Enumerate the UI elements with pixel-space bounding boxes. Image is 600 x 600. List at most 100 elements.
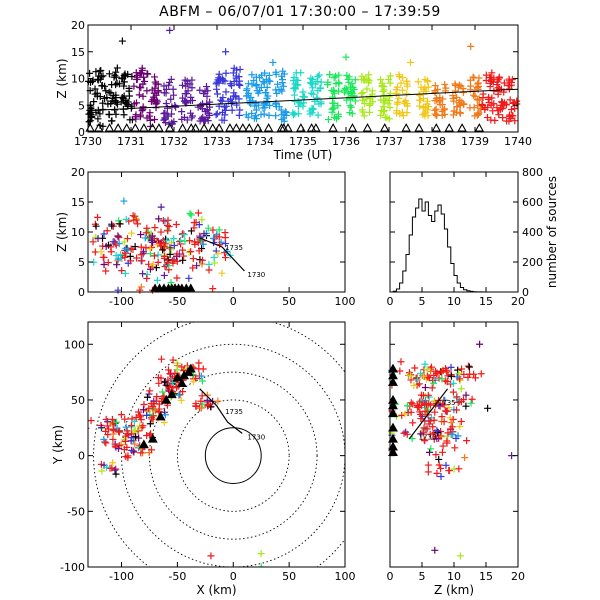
source-point (454, 366, 462, 374)
y-tick-label: 15 (71, 46, 85, 59)
x-tick-label: 100 (335, 570, 356, 583)
source-point (441, 396, 449, 404)
source-point (433, 435, 441, 443)
source-point (297, 69, 305, 77)
source-point (170, 256, 178, 264)
source-point (120, 71, 128, 79)
source-point (412, 374, 420, 382)
source-point (160, 378, 168, 386)
source-point (133, 71, 141, 79)
source-point (214, 250, 222, 258)
source-point (401, 100, 409, 108)
x-tick-label: 1736 (332, 135, 360, 148)
z-y-frame (389, 321, 519, 568)
station-marker (139, 123, 149, 132)
source-point (464, 373, 472, 381)
y-tick-label: 5 (78, 99, 85, 112)
source-point (108, 117, 116, 125)
station-marker (263, 123, 274, 132)
source-point (306, 110, 314, 118)
source-point (130, 100, 138, 108)
source-point (113, 79, 121, 87)
histogram-step (390, 198, 518, 293)
x-tick-label: 1730 (74, 135, 102, 148)
source-point (443, 439, 451, 447)
source-point (477, 370, 485, 378)
source-point (105, 88, 113, 96)
station-marker (161, 394, 172, 404)
x-tick-label: 0 (387, 295, 394, 308)
source-point (476, 340, 484, 348)
source-point (366, 101, 374, 109)
source-point (103, 94, 111, 102)
x-tick-label: 0 (387, 570, 394, 583)
source-point (409, 400, 417, 408)
x-tick-label: 20 (511, 570, 525, 583)
range-ring (93, 322, 345, 567)
source-point (147, 430, 155, 438)
x-tick-label: 1740 (504, 135, 532, 148)
source-point (131, 243, 139, 251)
source-point (447, 419, 455, 427)
x-tick-label: -50 (168, 570, 186, 583)
source-point (104, 259, 112, 267)
station-marker (414, 123, 424, 132)
flash-track (199, 388, 243, 434)
station-marker (347, 123, 358, 132)
source-point (436, 101, 444, 109)
source-point (160, 116, 168, 124)
source-point (423, 407, 431, 415)
source-point (121, 269, 129, 277)
source-point (143, 393, 151, 401)
source-point (222, 88, 230, 96)
source-point (433, 469, 441, 477)
source-point (204, 224, 212, 232)
source-point (358, 96, 366, 104)
source-point (453, 393, 461, 401)
source-point (183, 116, 191, 124)
source-point (170, 91, 178, 99)
source-point (113, 261, 121, 269)
source-point (236, 81, 244, 89)
station-marker (388, 408, 398, 418)
source-point (114, 255, 122, 263)
track-time-label: 1735 (225, 408, 243, 416)
source-point (424, 406, 432, 414)
source-point (272, 112, 280, 120)
source-point (465, 363, 473, 371)
track-time-label: 1735 (225, 244, 243, 252)
source-point (470, 370, 478, 378)
y-tick-label: 50 (71, 394, 85, 407)
source-point (445, 467, 453, 475)
source-point (433, 96, 441, 104)
source-point (218, 269, 226, 277)
source-point (102, 415, 110, 423)
source-point (104, 431, 112, 439)
source-point (415, 380, 423, 388)
source-point (469, 91, 477, 99)
source-point (425, 420, 433, 428)
source-point (219, 94, 227, 102)
source-point (198, 216, 206, 224)
source-point (384, 100, 392, 108)
time-height-panel: 1730 1731 1732 1733 1734 1735 1736 1737 1738 1739… (55, 19, 532, 162)
source-point (462, 391, 470, 399)
station-marker (231, 123, 242, 132)
station-marker (186, 283, 196, 292)
source-point (475, 74, 483, 82)
source-point (153, 276, 161, 284)
source-point (255, 101, 263, 109)
source-point (434, 85, 442, 93)
source-point (102, 87, 110, 95)
source-point (282, 108, 290, 116)
source-point (493, 78, 501, 86)
source-point (384, 76, 392, 84)
source-point (154, 258, 162, 266)
source-point (134, 220, 142, 228)
x-tick-label: 5 (419, 570, 426, 583)
source-point (233, 77, 241, 85)
source-point (135, 408, 143, 416)
source-point (413, 402, 421, 410)
source-point (377, 111, 385, 119)
source-point (358, 90, 366, 98)
